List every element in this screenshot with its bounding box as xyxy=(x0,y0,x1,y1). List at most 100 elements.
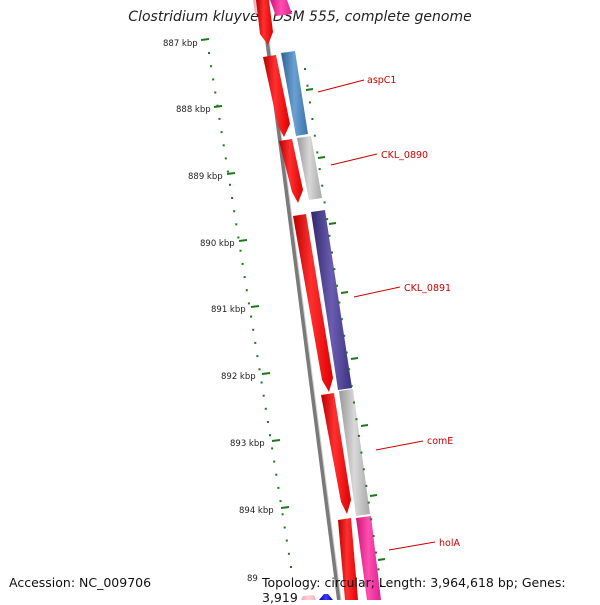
minor-tick-dot xyxy=(235,223,238,226)
gene-label[interactable]: comE xyxy=(427,436,453,447)
minor-tick-dot xyxy=(283,526,286,529)
minor-tick-dot xyxy=(304,68,306,70)
minor-tick-dot xyxy=(377,568,380,571)
minor-tick-dot xyxy=(290,566,292,568)
cds-feature[interactable] xyxy=(301,595,316,600)
gene-label[interactable]: holA xyxy=(439,538,460,549)
minor-tick-dot xyxy=(258,368,261,371)
minor-tick-dot xyxy=(233,210,236,213)
minor-tick-dot xyxy=(321,184,324,187)
minor-tick-dot xyxy=(308,101,311,104)
outer-tick xyxy=(350,357,359,360)
accession-text: Accession: NC_009706 xyxy=(9,575,152,590)
scale-major-tick xyxy=(238,239,248,242)
minor-tick-dot xyxy=(380,585,382,587)
outer-tick xyxy=(305,88,314,91)
cog-feature[interactable] xyxy=(270,0,292,16)
minor-tick-dot xyxy=(243,276,246,279)
cog-feature[interactable] xyxy=(311,210,352,390)
outer-tick xyxy=(360,424,369,427)
cds-feature[interactable] xyxy=(338,518,358,600)
cog-feature[interactable] xyxy=(297,136,322,200)
minor-tick-dot xyxy=(247,302,250,305)
minor-tick-dot xyxy=(214,91,217,94)
outer-tick xyxy=(369,494,378,497)
minor-tick-dot xyxy=(340,318,343,321)
outer-minor-ticks xyxy=(304,68,382,587)
minor-tick-dot xyxy=(277,486,280,489)
scale-major-tick xyxy=(213,105,223,108)
minor-tick-dot xyxy=(348,368,351,371)
scale-label: 892 kbp xyxy=(221,372,256,382)
minor-tick-dot xyxy=(281,513,284,516)
gene-label[interactable]: aspC1 xyxy=(367,75,396,86)
minor-tick-dot xyxy=(218,117,221,120)
scale-label: 89 xyxy=(247,574,258,584)
minor-tick-dot xyxy=(262,394,265,397)
cds-feature[interactable] xyxy=(263,55,290,137)
minor-tick-dot xyxy=(311,118,314,120)
minor-tick-dot xyxy=(210,65,213,68)
minor-tick-dot xyxy=(313,134,316,137)
cds-feature[interactable] xyxy=(321,393,351,514)
minor-tick-dot xyxy=(331,251,333,254)
gene-label[interactable]: CKL_0890 xyxy=(381,150,428,161)
minor-tick-dot xyxy=(275,473,278,476)
scale-label: 887 kbp xyxy=(163,39,198,49)
cds-track xyxy=(253,0,358,600)
minor-tick-dot xyxy=(269,434,271,437)
minor-tick-dot xyxy=(229,183,231,186)
minor-tick-dot xyxy=(250,315,253,318)
minor-tick-dot xyxy=(372,535,375,537)
gene-label-leader xyxy=(388,541,436,551)
minor-tick-dot xyxy=(245,289,248,292)
minor-tick-dot xyxy=(239,249,242,252)
minor-tick-dot xyxy=(208,52,210,54)
outer-tick xyxy=(328,222,337,225)
minor-tick-dot xyxy=(370,518,373,521)
cds-feature[interactable] xyxy=(256,0,273,45)
gene-label[interactable]: CKL_0891 xyxy=(404,283,451,294)
minor-tick-dot xyxy=(367,501,370,504)
gene-label-leader xyxy=(330,153,378,166)
minor-tick-dot xyxy=(260,381,263,384)
cog-feature[interactable] xyxy=(339,389,370,516)
minor-tick-dot xyxy=(316,151,319,154)
cds-feature[interactable] xyxy=(279,139,303,203)
scale-label: 888 kbp xyxy=(176,105,211,115)
scale-label: 891 kbp xyxy=(211,305,246,315)
minor-tick-dot xyxy=(212,78,215,81)
outer-tick xyxy=(377,558,386,561)
cds-feature[interactable] xyxy=(293,214,333,392)
scale-label: 894 kbp xyxy=(239,506,274,516)
gene-label-leader xyxy=(375,440,424,451)
minor-tick-dot xyxy=(362,468,365,471)
scale-major-tick xyxy=(250,305,260,308)
outer-tick xyxy=(340,291,349,294)
minor-tick-dot xyxy=(345,351,348,354)
minor-tick-dot xyxy=(323,201,326,204)
minor-tick-dot xyxy=(343,334,346,337)
minor-tick-dot xyxy=(264,407,267,410)
scale-label: 893 kbp xyxy=(230,439,265,449)
gene-label-leader xyxy=(353,286,401,298)
minor-tick-dot xyxy=(318,168,321,171)
scale-major-tick xyxy=(261,372,271,375)
gene-labels: aspC1 CKL_0890 CKL_0891 comE holA xyxy=(317,75,460,551)
gene-label-leader xyxy=(317,79,365,93)
minor-tick-dot xyxy=(254,341,257,344)
scale-label: 889 kbp xyxy=(188,172,223,182)
minor-tick-dot xyxy=(357,434,360,437)
cog-feature[interactable] xyxy=(356,516,381,600)
minor-tick-dot xyxy=(285,539,288,542)
cog-feature[interactable] xyxy=(281,51,308,136)
minor-tick-dot xyxy=(328,234,331,237)
scale-major-tick xyxy=(226,172,236,175)
cog-feature[interactable] xyxy=(319,594,333,600)
minor-tick-dot xyxy=(220,131,223,134)
minor-tick-dot xyxy=(231,197,234,199)
scale-labels: 887 kbp 888 kbp 889 kbp 890 kbp 891 kbp … xyxy=(163,39,274,584)
minor-tick-dot xyxy=(287,552,290,555)
minor-tick-dot xyxy=(360,451,363,454)
